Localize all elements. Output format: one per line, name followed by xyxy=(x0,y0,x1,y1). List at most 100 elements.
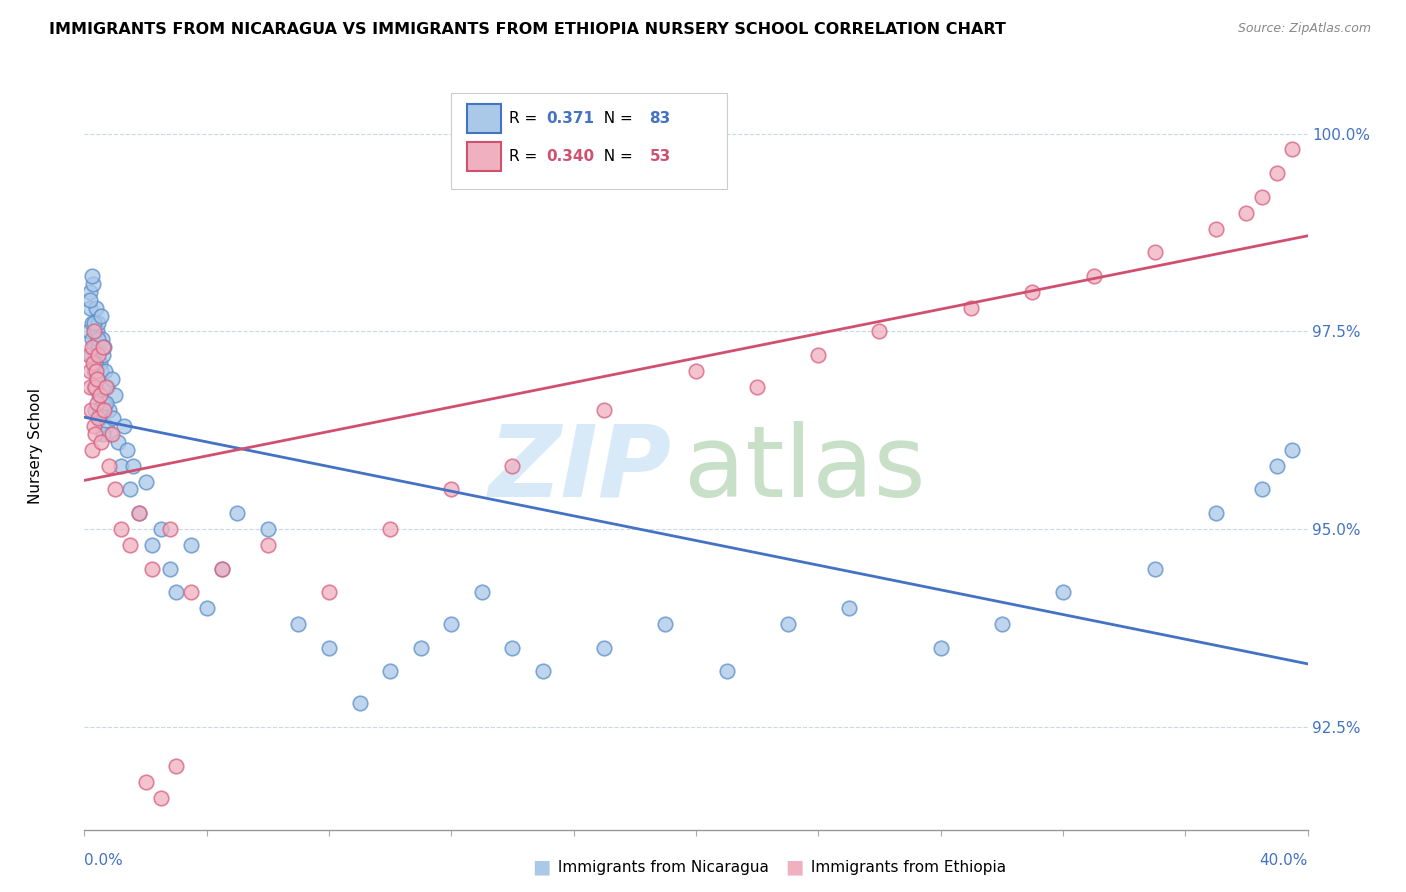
Point xyxy=(86,372,108,386)
Point xyxy=(128,506,150,520)
Point xyxy=(77,324,100,338)
Point xyxy=(79,364,101,378)
Point xyxy=(83,324,105,338)
Point xyxy=(96,380,118,394)
Point xyxy=(87,348,110,362)
Point xyxy=(135,475,157,489)
Point xyxy=(84,427,107,442)
Point xyxy=(91,340,114,354)
Point xyxy=(101,372,124,386)
Point xyxy=(91,427,114,442)
Point xyxy=(83,317,105,331)
Point xyxy=(159,522,181,536)
Point xyxy=(180,538,202,552)
Point xyxy=(80,348,103,362)
Text: R =: R = xyxy=(509,149,541,164)
Point xyxy=(1250,483,1272,497)
Point xyxy=(86,324,108,338)
Point xyxy=(79,285,101,299)
Point xyxy=(211,561,233,575)
Point xyxy=(115,442,138,457)
Point xyxy=(83,403,105,417)
Point xyxy=(1250,190,1272,204)
Text: 0.340: 0.340 xyxy=(547,149,595,164)
Point xyxy=(1205,221,1227,235)
Point xyxy=(91,332,114,346)
Point xyxy=(1021,285,1043,299)
Point xyxy=(91,380,114,394)
Point xyxy=(593,403,616,417)
Point xyxy=(82,442,104,457)
Point xyxy=(869,324,891,338)
Text: Nursery School: Nursery School xyxy=(28,388,44,504)
Point xyxy=(318,585,340,599)
Point xyxy=(128,506,150,520)
Point xyxy=(1205,506,1227,520)
Point xyxy=(149,791,172,805)
Text: 40.0%: 40.0% xyxy=(1260,854,1308,868)
Point xyxy=(90,435,112,450)
Point xyxy=(165,585,187,599)
Point xyxy=(79,380,101,394)
Text: Immigrants from Nicaragua: Immigrants from Nicaragua xyxy=(553,860,769,874)
Text: Immigrants from Ethiopia: Immigrants from Ethiopia xyxy=(806,860,1005,874)
Point xyxy=(101,427,124,442)
Point xyxy=(84,348,107,362)
Point xyxy=(1265,166,1288,180)
Point xyxy=(104,483,127,497)
Point xyxy=(180,585,202,599)
Point xyxy=(1281,442,1303,457)
Text: ZIP: ZIP xyxy=(488,420,672,517)
Point xyxy=(287,616,309,631)
Point xyxy=(93,340,115,354)
Point xyxy=(83,419,105,434)
Point xyxy=(226,506,249,520)
Text: 0.0%: 0.0% xyxy=(84,854,124,868)
Point xyxy=(80,317,103,331)
Point xyxy=(257,538,280,552)
Point xyxy=(991,616,1014,631)
Point xyxy=(83,380,105,394)
Point xyxy=(98,427,121,442)
Point xyxy=(929,640,952,655)
Point xyxy=(807,348,830,362)
Point xyxy=(1083,268,1105,283)
Point xyxy=(685,364,707,378)
Point xyxy=(80,268,103,283)
Point xyxy=(89,356,111,370)
Point xyxy=(82,277,104,291)
Point xyxy=(86,372,108,386)
Point xyxy=(112,419,135,434)
Point xyxy=(84,364,107,378)
Point xyxy=(1236,205,1258,219)
Point xyxy=(89,387,111,401)
Point xyxy=(90,364,112,378)
Point xyxy=(716,665,738,679)
Point xyxy=(94,380,117,394)
Point xyxy=(531,665,554,679)
Point xyxy=(149,522,172,536)
Point xyxy=(83,340,105,354)
Point xyxy=(91,348,114,362)
Point xyxy=(77,348,100,362)
Point xyxy=(380,522,402,536)
Text: ■: ■ xyxy=(785,857,804,877)
Point xyxy=(195,601,218,615)
Point xyxy=(135,775,157,789)
Point xyxy=(159,561,181,575)
Point xyxy=(380,665,402,679)
FancyBboxPatch shape xyxy=(467,142,502,171)
Point xyxy=(1052,585,1074,599)
Point xyxy=(87,411,110,425)
Point xyxy=(87,387,110,401)
Point xyxy=(89,411,111,425)
Point xyxy=(87,332,110,346)
Point xyxy=(838,601,860,615)
Point xyxy=(84,356,107,370)
Point xyxy=(82,332,104,346)
Point xyxy=(94,364,117,378)
Point xyxy=(776,616,799,631)
Point xyxy=(107,435,129,450)
Point xyxy=(80,340,103,354)
Point xyxy=(211,561,233,575)
